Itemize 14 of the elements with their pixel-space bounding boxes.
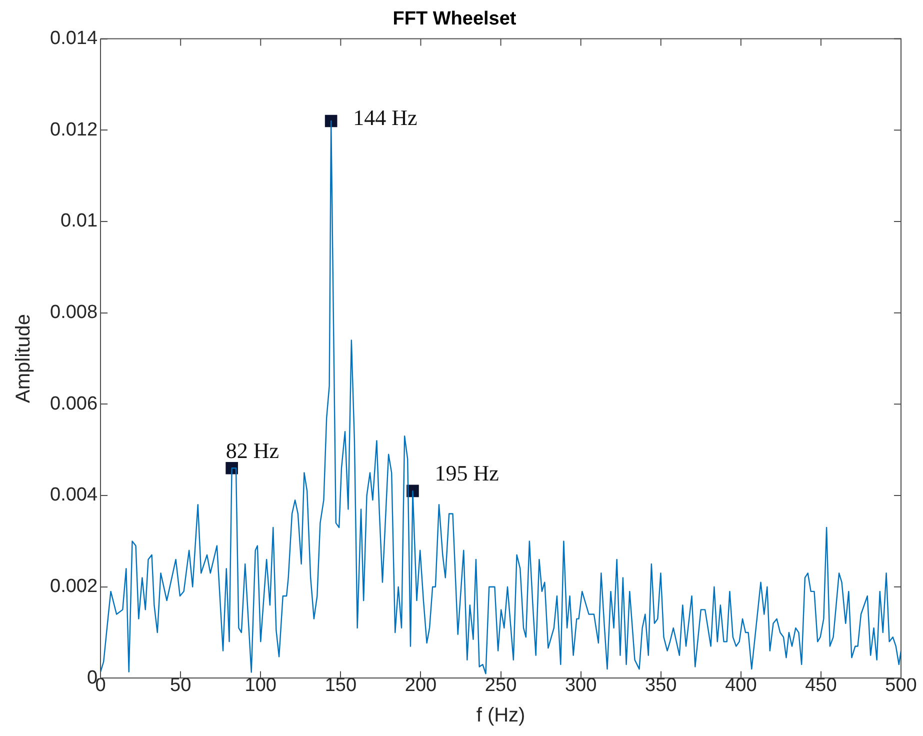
y-tick-label: 0.012 — [50, 119, 98, 140]
y-tick-label: 0.008 — [50, 302, 98, 324]
y-tick-label: 0.01 — [60, 210, 98, 232]
annotation: 195 Hz — [434, 460, 500, 486]
x-axis-title: f (Hz) — [476, 704, 526, 727]
y-tick-label: 0.004 — [50, 484, 98, 506]
chart-title: FFT Wheelset — [392, 8, 517, 30]
y-tick-label: 0.002 — [50, 576, 98, 598]
annotation: 82 Hz — [226, 438, 280, 463]
annotation: 144 Hz — [353, 104, 418, 130]
point — [324, 114, 338, 128]
y-tick-label: 0.014 — [50, 28, 98, 50]
y-axis-title: Amplitude — [12, 314, 35, 403]
y-tick-label: 0.006 — [50, 393, 98, 414]
